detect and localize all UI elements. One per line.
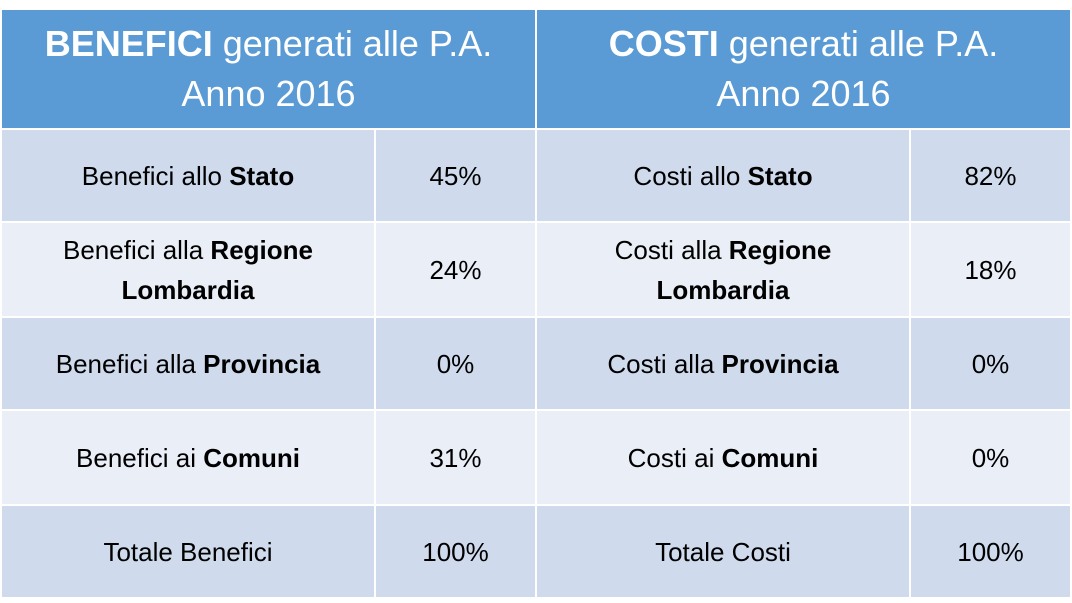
- benefici-total-label: Totale Benefici: [2, 506, 374, 597]
- costi-label-pre: Costi allo: [633, 160, 748, 191]
- benefici-header-bold: BENEFICI: [44, 23, 213, 64]
- benefici-label-pre: Benefici alla: [55, 348, 204, 379]
- costi-header-year: Anno 2016: [716, 73, 891, 114]
- costi-label-pre: Costi alla: [607, 348, 722, 379]
- benefici-header: BENEFICI generati alle P.A. Anno 2016: [2, 10, 535, 128]
- costi-row-value: 18%: [911, 223, 1070, 316]
- benefici-header-year: Anno 2016: [181, 73, 356, 114]
- benefici-label-bold: Comuni: [203, 442, 300, 473]
- benefici-row-label: Benefici ai Comuni: [2, 411, 374, 504]
- costi-row-label: Costi allo Stato: [537, 130, 909, 221]
- costi-label-bold: Stato: [747, 160, 813, 191]
- costi-header-bold: COSTI: [608, 23, 719, 64]
- benefici-label-pre: Benefici alla: [63, 234, 211, 265]
- costi-label-pre: Costi alla: [614, 234, 729, 265]
- costi-header-rest: generati alle P.A.: [718, 23, 999, 64]
- costi-row-label: Costi alla Provincia: [537, 318, 909, 409]
- benefici-row-value: 0%: [376, 318, 535, 409]
- benefici-row-value: 31%: [376, 411, 535, 504]
- benefici-label-bold: Regione Lombardia: [121, 234, 313, 305]
- benefici-row-value: 24%: [376, 223, 535, 316]
- costi-label-bold: Regione Lombardia: [656, 234, 832, 305]
- benefici-row-label: Benefici alla Provincia: [2, 318, 374, 409]
- benefici-table: BENEFICI generati alle P.A. Anno 2016 Be…: [2, 10, 535, 599]
- costi-table: COSTI generati alle P.A. Anno 2016 Costi…: [537, 10, 1070, 599]
- benefici-header-rest: generati alle P.A.: [212, 23, 493, 64]
- benefici-total-value: 100%: [376, 506, 535, 597]
- costi-row-value: 82%: [911, 130, 1070, 221]
- benefici-row-label: Benefici allo Stato: [2, 130, 374, 221]
- costi-row-label: Costi ai Comuni: [537, 411, 909, 504]
- costi-total-label: Totale Costi: [537, 506, 909, 597]
- benefici-label-bold: Stato: [229, 160, 295, 191]
- benefici-row-label: Benefici alla Regione Lombardia: [2, 223, 374, 316]
- costi-label-pre: Costi ai: [627, 442, 722, 473]
- benefici-label-bold: Provincia: [203, 348, 321, 379]
- costi-total-value: 100%: [911, 506, 1070, 597]
- costi-label-bold: Comuni: [721, 442, 819, 473]
- benefici-label-pre: Benefici ai: [76, 442, 204, 473]
- benefici-row-value: 45%: [376, 130, 535, 221]
- costi-row-value: 0%: [911, 411, 1070, 504]
- benefici-label-pre: Benefici allo: [81, 160, 230, 191]
- costi-row-label: Costi alla Regione Lombardia: [537, 223, 909, 316]
- costi-header: COSTI generati alle P.A. Anno 2016: [537, 10, 1070, 128]
- costi-row-value: 0%: [911, 318, 1070, 409]
- costi-label-bold: Provincia: [721, 348, 839, 379]
